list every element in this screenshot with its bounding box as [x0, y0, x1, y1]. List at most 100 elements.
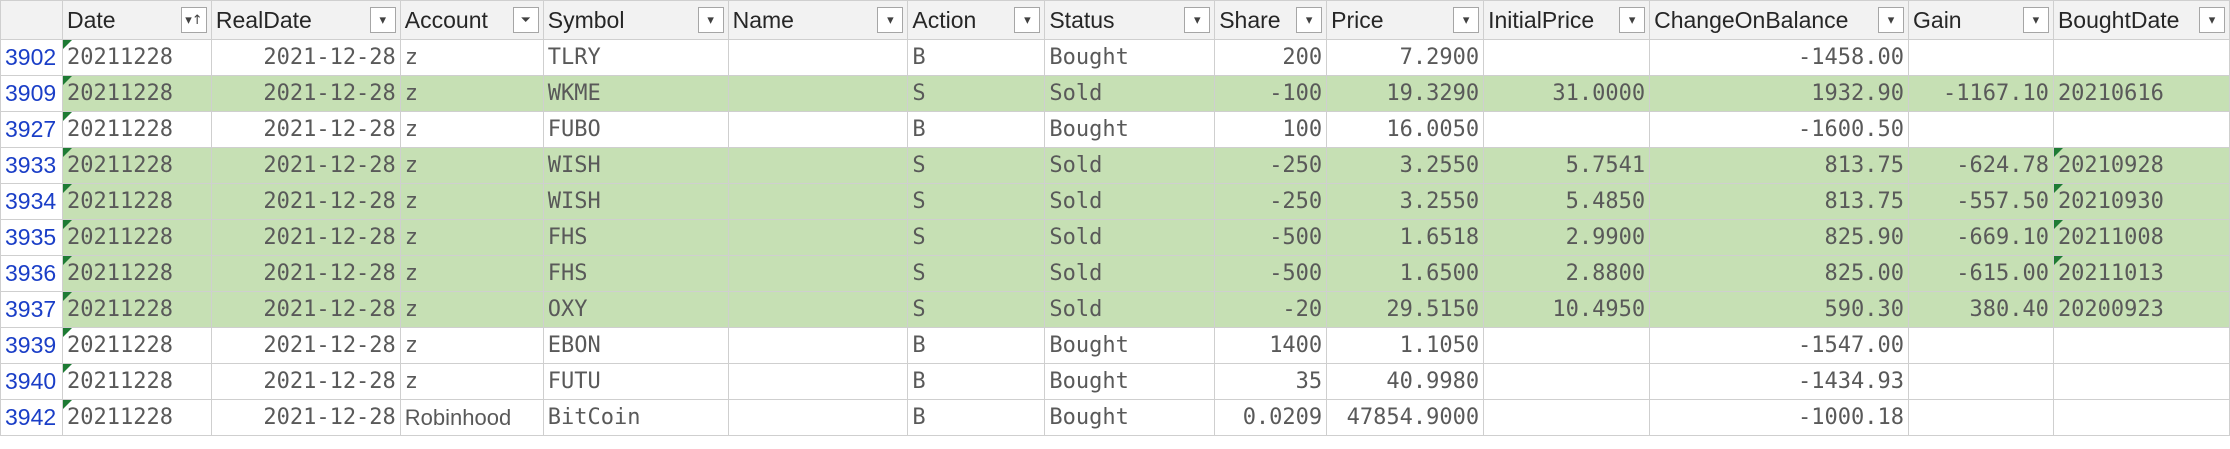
- row-number[interactable]: 3940: [0, 363, 63, 400]
- date-cell[interactable]: 20211228: [61, 111, 212, 148]
- corner-cell[interactable]: [0, 0, 63, 40]
- changeonbalance-cell[interactable]: -1547.00: [1649, 327, 1910, 364]
- symbol-cell[interactable]: FHS: [542, 219, 729, 256]
- status-cell[interactable]: Bought: [1044, 363, 1216, 400]
- name-cell[interactable]: [727, 399, 909, 436]
- gain-cell[interactable]: -624.78: [1908, 147, 2054, 184]
- name-cell[interactable]: [727, 111, 909, 148]
- share-cell[interactable]: 200: [1214, 39, 1328, 76]
- account-cell[interactable]: z: [399, 39, 544, 76]
- column-header-realdate[interactable]: RealDate ▾: [210, 0, 401, 40]
- name-cell[interactable]: [727, 219, 909, 256]
- initialprice-cell[interactable]: 5.7541: [1483, 147, 1651, 184]
- row-number[interactable]: 3909: [0, 75, 63, 112]
- boughtdate-cell[interactable]: [2052, 399, 2230, 436]
- symbol-cell[interactable]: EBON: [542, 327, 729, 364]
- column-header-symbol[interactable]: Symbol ▾: [542, 0, 729, 40]
- gain-cell[interactable]: 380.40: [1908, 291, 2054, 328]
- boughtdate-cell[interactable]: 20210928: [2052, 147, 2230, 184]
- share-cell[interactable]: -500: [1214, 219, 1328, 256]
- initialprice-cell[interactable]: 5.4850: [1483, 183, 1651, 220]
- realdate-cell[interactable]: 2021-12-28: [210, 39, 401, 76]
- boughtdate-cell[interactable]: 20200923: [2052, 291, 2230, 328]
- account-cell[interactable]: z: [399, 327, 544, 364]
- gain-cell[interactable]: -1167.10: [1908, 75, 2054, 112]
- date-cell[interactable]: 20211228: [61, 327, 212, 364]
- realdate-cell[interactable]: 2021-12-28: [210, 291, 401, 328]
- filter-dropdown-icon[interactable]: ▾: [1878, 7, 1905, 33]
- sort-ascending-icon[interactable]: ▾↑: [180, 7, 207, 33]
- boughtdate-cell[interactable]: [2052, 327, 2230, 364]
- realdate-cell[interactable]: 2021-12-28: [210, 219, 401, 256]
- status-cell[interactable]: Sold: [1044, 147, 1216, 184]
- filter-dropdown-icon[interactable]: ▾: [1619, 7, 1646, 33]
- changeonbalance-cell[interactable]: 590.30: [1649, 291, 1910, 328]
- date-cell[interactable]: 20211228: [61, 147, 212, 184]
- filter-dropdown-icon[interactable]: ▾: [1296, 7, 1323, 33]
- account-cell[interactable]: z: [399, 219, 544, 256]
- action-cell[interactable]: B: [907, 399, 1046, 436]
- row-number[interactable]: 3942: [0, 399, 63, 436]
- date-cell[interactable]: 20211228: [61, 219, 212, 256]
- action-cell[interactable]: S: [907, 75, 1046, 112]
- column-header-account[interactable]: Account ⏷: [399, 0, 544, 40]
- boughtdate-cell[interactable]: [2052, 363, 2230, 400]
- boughtdate-cell[interactable]: [2052, 111, 2230, 148]
- price-cell[interactable]: 1.1050: [1326, 327, 1485, 364]
- price-cell[interactable]: 29.5150: [1326, 291, 1485, 328]
- row-number[interactable]: 3936: [0, 255, 63, 292]
- initialprice-cell[interactable]: 10.4950: [1483, 291, 1651, 328]
- filter-dropdown-icon[interactable]: ▾: [697, 7, 724, 33]
- realdate-cell[interactable]: 2021-12-28: [210, 255, 401, 292]
- share-cell[interactable]: -100: [1214, 75, 1328, 112]
- symbol-cell[interactable]: WKME: [542, 75, 729, 112]
- price-cell[interactable]: 47854.9000: [1326, 399, 1485, 436]
- changeonbalance-cell[interactable]: 813.75: [1649, 183, 1910, 220]
- row-number[interactable]: 3934: [0, 183, 63, 220]
- changeonbalance-cell[interactable]: -1600.50: [1649, 111, 1910, 148]
- boughtdate-cell[interactable]: 20210930: [2052, 183, 2230, 220]
- account-cell[interactable]: z: [399, 291, 544, 328]
- price-cell[interactable]: 16.0050: [1326, 111, 1485, 148]
- changeonbalance-cell[interactable]: -1434.93: [1649, 363, 1910, 400]
- share-cell[interactable]: 100: [1214, 111, 1328, 148]
- realdate-cell[interactable]: 2021-12-28: [210, 399, 401, 436]
- initialprice-cell[interactable]: 2.9900: [1483, 219, 1651, 256]
- action-cell[interactable]: S: [907, 183, 1046, 220]
- initialprice-cell[interactable]: 31.0000: [1483, 75, 1651, 112]
- gain-cell[interactable]: -615.00: [1908, 255, 2054, 292]
- filter-dropdown-icon[interactable]: ▾: [877, 7, 904, 33]
- status-cell[interactable]: Sold: [1044, 291, 1216, 328]
- status-cell[interactable]: Bought: [1044, 39, 1216, 76]
- action-cell[interactable]: B: [907, 327, 1046, 364]
- name-cell[interactable]: [727, 39, 909, 76]
- price-cell[interactable]: 7.2900: [1326, 39, 1485, 76]
- column-header-boughtdate[interactable]: BoughtDate ▾: [2052, 0, 2230, 40]
- boughtdate-cell[interactable]: [2052, 39, 2230, 76]
- symbol-cell[interactable]: TLRY: [542, 39, 729, 76]
- initialprice-cell[interactable]: [1483, 111, 1651, 148]
- column-header-name[interactable]: Name ▾: [727, 0, 909, 40]
- status-cell[interactable]: Sold: [1044, 75, 1216, 112]
- account-cell[interactable]: z: [399, 111, 544, 148]
- filter-dropdown-icon[interactable]: ▾: [2022, 7, 2049, 33]
- symbol-cell[interactable]: BitCoin: [542, 399, 729, 436]
- action-cell[interactable]: B: [907, 111, 1046, 148]
- filter-dropdown-icon[interactable]: ▾: [369, 7, 396, 33]
- status-cell[interactable]: Sold: [1044, 219, 1216, 256]
- share-cell[interactable]: -20: [1214, 291, 1328, 328]
- realdate-cell[interactable]: 2021-12-28: [210, 327, 401, 364]
- symbol-cell[interactable]: FHS: [542, 255, 729, 292]
- date-cell[interactable]: 20211228: [61, 291, 212, 328]
- price-cell[interactable]: 19.3290: [1326, 75, 1485, 112]
- status-cell[interactable]: Bought: [1044, 111, 1216, 148]
- share-cell[interactable]: -500: [1214, 255, 1328, 292]
- price-cell[interactable]: 1.6500: [1326, 255, 1485, 292]
- changeonbalance-cell[interactable]: 1932.90: [1649, 75, 1910, 112]
- name-cell[interactable]: [727, 291, 909, 328]
- realdate-cell[interactable]: 2021-12-28: [210, 111, 401, 148]
- column-header-initialprice[interactable]: InitialPrice ▾: [1483, 0, 1651, 40]
- price-cell[interactable]: 1.6518: [1326, 219, 1485, 256]
- date-cell[interactable]: 20211228: [61, 363, 212, 400]
- share-cell[interactable]: -250: [1214, 183, 1328, 220]
